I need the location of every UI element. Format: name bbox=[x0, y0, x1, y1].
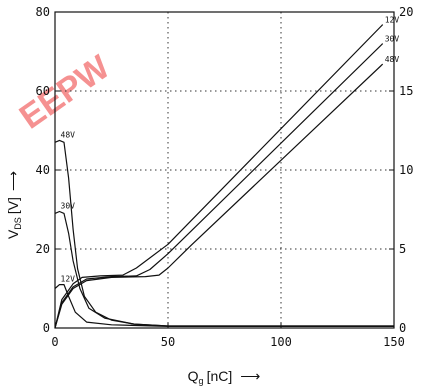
vgs-curve-30v bbox=[54, 43, 384, 329]
series-curves bbox=[54, 24, 394, 329]
watermark: EEPW bbox=[13, 47, 118, 136]
x-tick-label: 0 bbox=[51, 335, 58, 349]
vgs-curve-48v bbox=[54, 63, 384, 329]
y-axis-title-unit: [V] bbox=[5, 197, 21, 214]
x-tick-label: 100 bbox=[270, 335, 292, 349]
vgs-curve-label: 30V bbox=[385, 35, 400, 44]
y-axis-title: VDS [V] ⟶ bbox=[5, 171, 23, 239]
x-axis-title: Qg [nC] ⟶ bbox=[188, 368, 261, 386]
grid bbox=[55, 12, 394, 328]
x-tick-label: 150 bbox=[383, 335, 405, 349]
curve-labels: 48V 48V 30V 30V 12V 12V bbox=[61, 16, 400, 284]
y-right-tick-label: 10 bbox=[399, 163, 413, 177]
vds-curve-30v bbox=[54, 210, 394, 327]
y-axis-title-sub: DS bbox=[13, 217, 23, 230]
vgs-curve-12v bbox=[54, 24, 384, 329]
x-axis-title-unit: [nC] bbox=[207, 368, 233, 384]
y-axis-title-main: V bbox=[5, 229, 21, 239]
y-axis-title-text: VDS [V] ⟶ bbox=[5, 171, 23, 239]
x-axis-title-arrow: ⟶ bbox=[240, 368, 260, 384]
vgs-curve-label: 12V bbox=[385, 16, 400, 25]
vds-curve-label: 30V bbox=[61, 201, 76, 210]
y-right-tick-label: 0 bbox=[399, 321, 406, 335]
x-axis-title-main: Q bbox=[188, 368, 199, 384]
y-axis-title-arrow: ⟶ bbox=[5, 171, 21, 191]
y-right-tick-label: 20 bbox=[399, 5, 413, 19]
y-left-tick-label: 40 bbox=[36, 163, 50, 177]
vds-curve-48v bbox=[54, 139, 394, 327]
y-left-tick-label: 0 bbox=[43, 321, 50, 335]
vds-curve-12v bbox=[54, 284, 394, 327]
x-tick-label: 50 bbox=[161, 335, 175, 349]
vgs-curve-label: 48V bbox=[385, 55, 400, 64]
x-axis-title-text: Qg [nC] ⟶ bbox=[188, 368, 261, 386]
y-right-tick-label: 15 bbox=[399, 84, 413, 98]
y-left-tick-label: 20 bbox=[36, 242, 50, 256]
y-left-tick-label: 80 bbox=[36, 5, 50, 19]
vds-curve-label: 12V bbox=[61, 275, 76, 284]
watermark-text: EEPW bbox=[13, 47, 118, 136]
y-right-tick-label: 5 bbox=[399, 242, 406, 256]
x-axis-title-sub: g bbox=[199, 376, 204, 386]
vds-curve-label: 48V bbox=[61, 130, 76, 139]
y-left-tick-label: 60 bbox=[36, 84, 50, 98]
